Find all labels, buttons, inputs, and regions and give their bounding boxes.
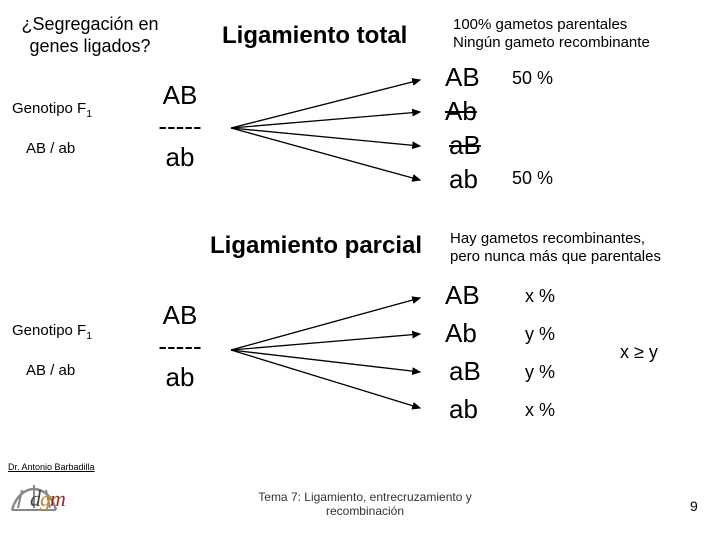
gamete-partial-AB: AB bbox=[445, 280, 480, 311]
page-number: 9 bbox=[690, 498, 698, 514]
partial-desc-line2: pero nunca más que parentales bbox=[450, 248, 661, 265]
logo-text: dgm bbox=[30, 486, 65, 512]
footer-author: Dr. Antonio Barbadilla bbox=[8, 462, 95, 472]
total-linkage-desc: 100% gametos parentales Ningún gameto re… bbox=[453, 16, 650, 52]
partial-linkage-desc: Hay gametos recombinantes, pero nunca má… bbox=[450, 230, 661, 266]
genotype-box-1: AB ----- ab bbox=[140, 80, 220, 174]
gamete-total-ab: ab bbox=[449, 164, 478, 195]
genotype-box-2: AB ----- ab bbox=[140, 300, 220, 394]
gamete-total-Ab: Ab bbox=[445, 96, 477, 127]
question-text: ¿Segregación en genes ligados? bbox=[10, 14, 170, 57]
gamete-total-AB: AB bbox=[445, 62, 480, 93]
parent-gt-1: AB / ab bbox=[26, 140, 75, 157]
pct-total-bot: 50 % bbox=[512, 168, 553, 189]
logo-d: d bbox=[30, 486, 40, 511]
question-line1: ¿Segregación en bbox=[21, 14, 158, 34]
pct-total-top: 50 % bbox=[512, 68, 553, 89]
total-linkage-title: Ligamiento total bbox=[222, 22, 407, 50]
gt2-top: AB bbox=[163, 300, 198, 330]
gamete-partial-Ab: Ab bbox=[445, 318, 477, 349]
partial-desc-line1: Hay gametos recombinantes, bbox=[450, 230, 645, 247]
logo-m: m bbox=[50, 486, 65, 511]
gamete-partial-ab: ab bbox=[449, 394, 478, 425]
gamete-total-aB: aB bbox=[449, 130, 481, 161]
gt1-bot: ab bbox=[166, 142, 195, 172]
gt2-div: ----- bbox=[158, 331, 201, 361]
pct-partial-4: x % bbox=[525, 400, 555, 421]
genotype-f1-label-2: Genotipo F1 bbox=[12, 322, 92, 342]
footer-line1: Tema 7: Ligamiento, entrecruzamiento y bbox=[258, 490, 471, 504]
question-line2: genes ligados? bbox=[29, 36, 150, 56]
total-desc-line1: 100% gametos parentales bbox=[453, 16, 627, 33]
gt1-top: AB bbox=[163, 80, 198, 110]
total-desc-line2: Ningún gameto recombinante bbox=[453, 34, 650, 51]
pct-partial-2: y % bbox=[525, 324, 555, 345]
gt1-div: ----- bbox=[158, 111, 201, 141]
genotype-f1-label-1: Genotipo F1 bbox=[12, 100, 92, 120]
partial-linkage-title: Ligamiento parcial bbox=[210, 232, 422, 260]
footer-line2: recombinación bbox=[326, 504, 404, 518]
pct-partial-1: x % bbox=[525, 286, 555, 307]
arrows-total bbox=[225, 60, 435, 200]
inequality: x ≥ y bbox=[620, 342, 658, 363]
parent-gt-2: AB / ab bbox=[26, 362, 75, 379]
gamete-partial-aB: aB bbox=[449, 356, 481, 387]
arrows-partial bbox=[225, 280, 435, 430]
gt2-bot: ab bbox=[166, 362, 195, 392]
logo-g: g bbox=[40, 486, 50, 511]
pct-partial-3: y % bbox=[525, 362, 555, 383]
footer-theme: Tema 7: Ligamiento, entrecruzamiento y r… bbox=[230, 490, 500, 518]
